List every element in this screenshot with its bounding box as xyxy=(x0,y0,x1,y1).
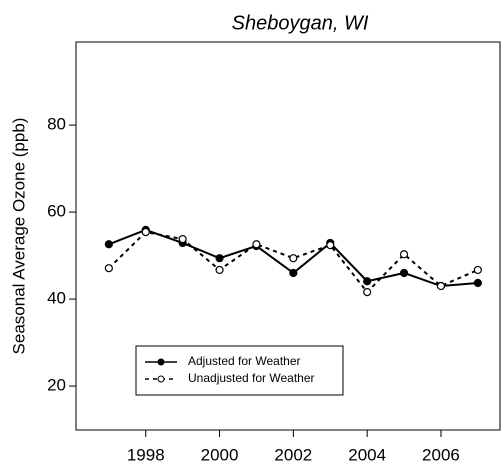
x-tick-label: 2002 xyxy=(274,445,312,464)
legend-dot xyxy=(157,358,165,366)
legend-label: Unadjusted for Weather xyxy=(188,371,315,385)
y-tick-label: 80 xyxy=(47,115,66,134)
data-point xyxy=(215,254,224,263)
legend-dot xyxy=(157,375,165,383)
data-point xyxy=(178,234,187,244)
data-point xyxy=(473,278,482,288)
data-point xyxy=(436,281,446,291)
plot-frame xyxy=(75,41,501,431)
y-tick-label: 60 xyxy=(47,202,66,221)
y-tick-label: 40 xyxy=(47,289,66,308)
chart-title: Sheboygan, WI xyxy=(232,12,369,34)
x-tick-label: 2006 xyxy=(422,445,460,464)
x-tick-label: 1998 xyxy=(127,445,165,464)
data-point xyxy=(141,227,150,237)
legend-label: Adjusted for Weather xyxy=(188,354,301,368)
y-tick-label: 20 xyxy=(47,376,66,395)
data-point xyxy=(363,288,372,297)
data-point xyxy=(399,268,409,278)
data-point xyxy=(363,277,372,286)
y-axis-label: Seasonal Average Ozone (ppb) xyxy=(9,118,28,355)
data-point xyxy=(289,268,298,278)
data-point xyxy=(399,250,409,259)
x-tick-label: 2004 xyxy=(348,445,386,464)
data-point xyxy=(326,241,335,250)
legend-box xyxy=(135,345,344,396)
data-point xyxy=(252,240,261,249)
data-point xyxy=(104,240,113,249)
data-point xyxy=(289,254,298,263)
data-point xyxy=(104,264,113,273)
data-point xyxy=(215,265,224,275)
x-tick-label: 2000 xyxy=(201,445,239,464)
data-point xyxy=(473,265,482,275)
